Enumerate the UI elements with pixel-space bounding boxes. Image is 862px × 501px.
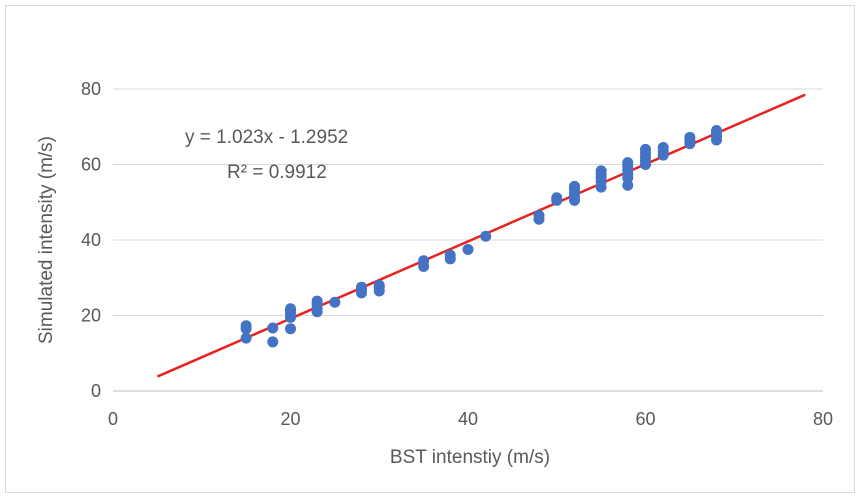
y-tick-label: 20 (81, 306, 101, 326)
gridlines (113, 88, 823, 392)
data-point (240, 320, 252, 332)
data-point (285, 303, 296, 315)
data-point (267, 336, 279, 348)
data-point (356, 281, 367, 293)
data-point (285, 323, 296, 335)
data-point (622, 179, 634, 191)
data-point (684, 131, 696, 143)
data-point (711, 125, 722, 137)
x-tick-label: 80 (813, 409, 833, 429)
data-point (462, 243, 474, 255)
data-point (373, 279, 385, 291)
trendline-equation: y = 1.023x - 1.2952 (185, 127, 348, 148)
x-tick-label: 20 (280, 409, 300, 429)
data-point (551, 192, 563, 204)
tick-labels: 0 20 40 60 80 0 20 40 60 80 (81, 79, 833, 429)
y-tick-label: 40 (81, 230, 101, 250)
data-point (329, 296, 341, 308)
trendline-r-squared: R² = 0.9912 (227, 162, 327, 183)
y-tick-label: 80 (81, 79, 101, 99)
chart-frame (5, 5, 855, 493)
y-tick-label: 0 (91, 381, 101, 401)
data-point (595, 165, 607, 177)
y-axis-title: Simulated intensity (m/s) (36, 136, 57, 344)
data-point (311, 295, 323, 307)
data-point (240, 332, 252, 344)
data-point (622, 157, 634, 169)
x-tick-label: 0 (108, 409, 118, 429)
data-point (657, 142, 669, 154)
data-point (640, 143, 651, 155)
data-point (533, 209, 545, 221)
x-axis-title: BST intenstiy (m/s) (390, 447, 550, 468)
data-point (267, 322, 279, 334)
y-tick-label: 60 (81, 155, 101, 175)
data-point (480, 230, 492, 242)
x-tick-label: 40 (458, 409, 478, 429)
data-point (418, 255, 430, 267)
data-point (444, 249, 456, 261)
x-tick-label: 60 (635, 409, 655, 429)
data-points (240, 125, 722, 348)
data-point (569, 180, 580, 192)
